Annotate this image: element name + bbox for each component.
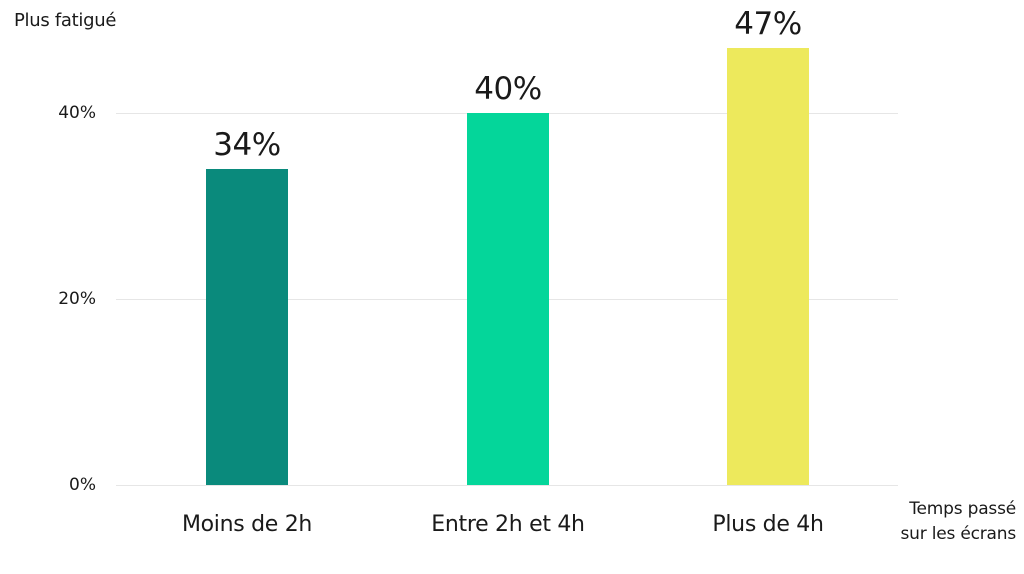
bar-plus-de-4h [727,47,809,485]
y-axis-title: Plus fatigué [14,10,117,31]
x-axis-title-line-2: sur les écrans [900,524,1016,544]
y-tick-0: 0% [69,475,96,495]
gridline-0 [116,485,898,486]
x-category-label: Moins de 2h [181,512,313,537]
bar-moins-de-2h [206,168,288,485]
bar-value-label: 47% [734,5,802,42]
y-tick-40: 40% [58,103,96,123]
x-category-label: Plus de 4h [712,512,824,537]
x-axis-title-line-1: Temps passé [909,499,1016,519]
bar-value-label: 34% [213,126,281,163]
bar-entre-2h-et-4h [467,113,549,485]
x-category-label: Entre 2h et 4h [431,512,585,537]
x-axis-title: Temps passé sur les écrans [866,497,1016,547]
y-tick-20: 20% [58,289,96,309]
bar-value-label: 40% [474,71,542,107]
